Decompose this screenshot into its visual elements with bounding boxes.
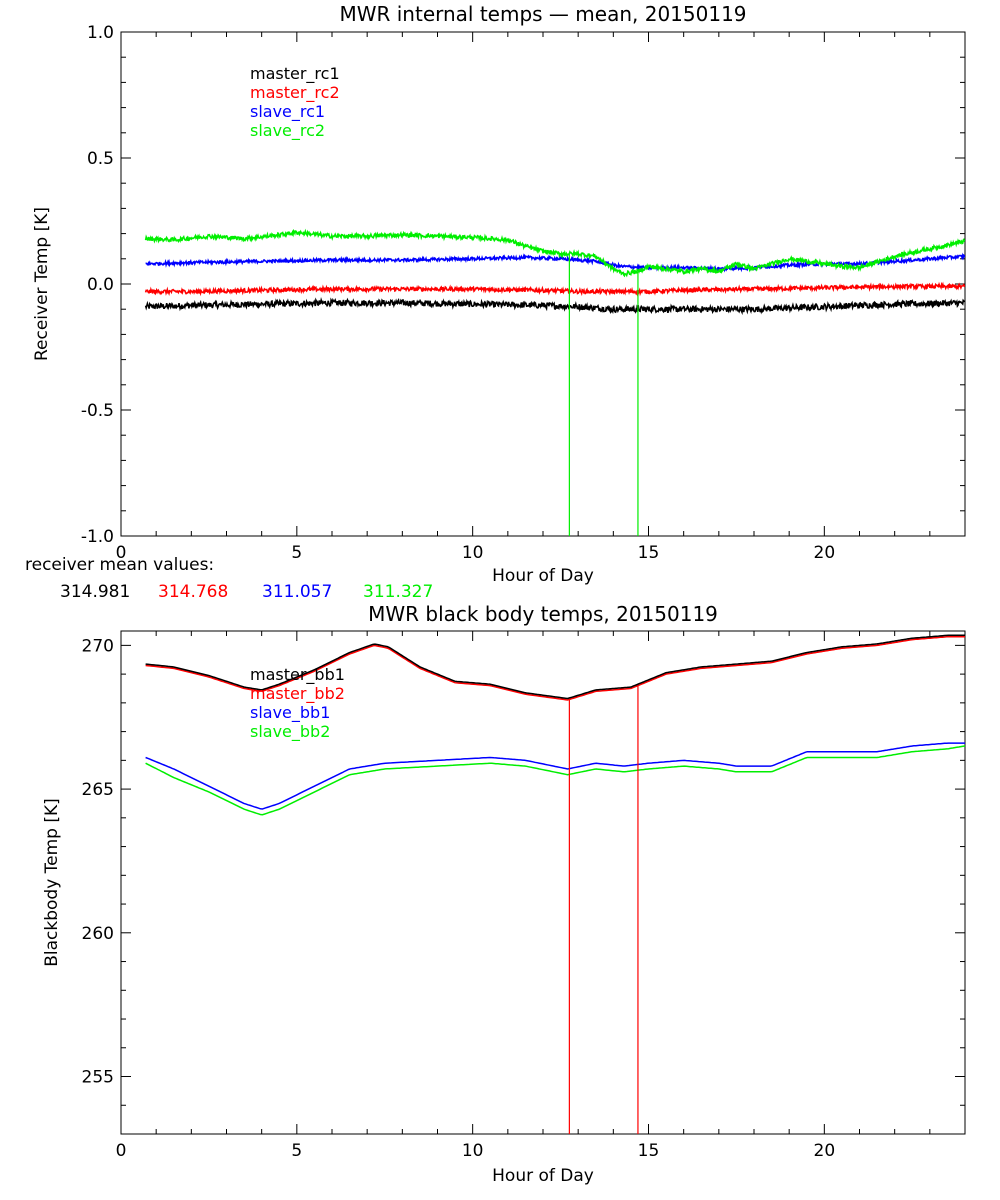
series-line-master_bb1 <box>145 634 965 700</box>
x-axis-label: Hour of Day <box>492 566 594 586</box>
x-tick-label: 20 <box>814 543 836 563</box>
x-tick-label: 0 <box>116 543 127 563</box>
x-tick-label: 20 <box>814 1141 836 1161</box>
legend-entry-slave_rc1: slave_rc1 <box>250 102 325 122</box>
series-line-master_bb2 <box>145 635 965 701</box>
y-tick-label: 270 <box>82 636 114 656</box>
legend-entry-master_rc2: master_rc2 <box>250 83 340 103</box>
x-tick-label: 0 <box>116 1141 127 1161</box>
legend-entry-slave_rc2: slave_rc2 <box>250 121 325 141</box>
y-tick-label: 0.0 <box>87 275 114 295</box>
y-tick-label: -1.0 <box>81 527 114 547</box>
legend-entry-slave_bb2: slave_bb2 <box>250 722 330 742</box>
x-tick-label: 10 <box>462 1141 484 1161</box>
x-tick-label: 15 <box>638 543 660 563</box>
y-tick-label: 1.0 <box>87 23 114 43</box>
receiver-mean-value: 311.327 <box>363 582 433 602</box>
x-tick-label: 10 <box>462 543 484 563</box>
chart-title: MWR black body temps, 20150119 <box>368 602 718 626</box>
series-line-slave_bb1 <box>145 742 965 810</box>
receiver-mean-value: 311.057 <box>262 582 332 602</box>
x-tick-label: 5 <box>291 1141 302 1161</box>
plot-frame <box>120 31 966 537</box>
chart-internal-temps: MWR internal temps — mean, 20150119 0 5 10 1… <box>25 2 966 602</box>
legend-entry-master_bb1: master_bb1 <box>250 665 345 685</box>
receiver-mean-value: 314.768 <box>158 582 228 602</box>
series-line-master_rc2 <box>144 281 965 297</box>
y-tick-label: 255 <box>82 1068 114 1088</box>
legend-entry-master_bb2: master_bb2 <box>250 684 345 704</box>
y-tick-label: -0.5 <box>81 401 114 421</box>
plot-frame <box>120 630 966 1135</box>
x-axis-label: Hour of Day <box>492 1166 594 1186</box>
y-axis-label: Receiver Temp [K] <box>32 207 52 361</box>
y-tick-label: 265 <box>82 780 114 800</box>
x-tick-label: 5 <box>291 543 302 563</box>
legend-entry-master_rc1: master_rc1 <box>250 64 340 84</box>
chart-blackbody-temps: MWR black body temps, 20150119 0 5 10 15 20 27… <box>42 602 966 1186</box>
series-line-slave_bb2 <box>145 745 965 816</box>
y-tick-label: 0.5 <box>87 149 114 169</box>
y-tick-label: 260 <box>82 924 114 944</box>
series-line-master_rc1 <box>144 297 965 316</box>
legend-entry-slave_bb1: slave_bb1 <box>250 703 330 723</box>
chart-title: MWR internal temps — mean, 20150119 <box>339 2 746 26</box>
x-tick-label: 15 <box>638 1141 660 1161</box>
receiver-mean-label: receiver mean values: <box>25 555 214 575</box>
receiver-mean-value: 314.981 <box>60 582 130 602</box>
y-axis-label: Blackbody Temp [K] <box>42 798 62 967</box>
series-line-slave_rc2 <box>144 228 965 278</box>
